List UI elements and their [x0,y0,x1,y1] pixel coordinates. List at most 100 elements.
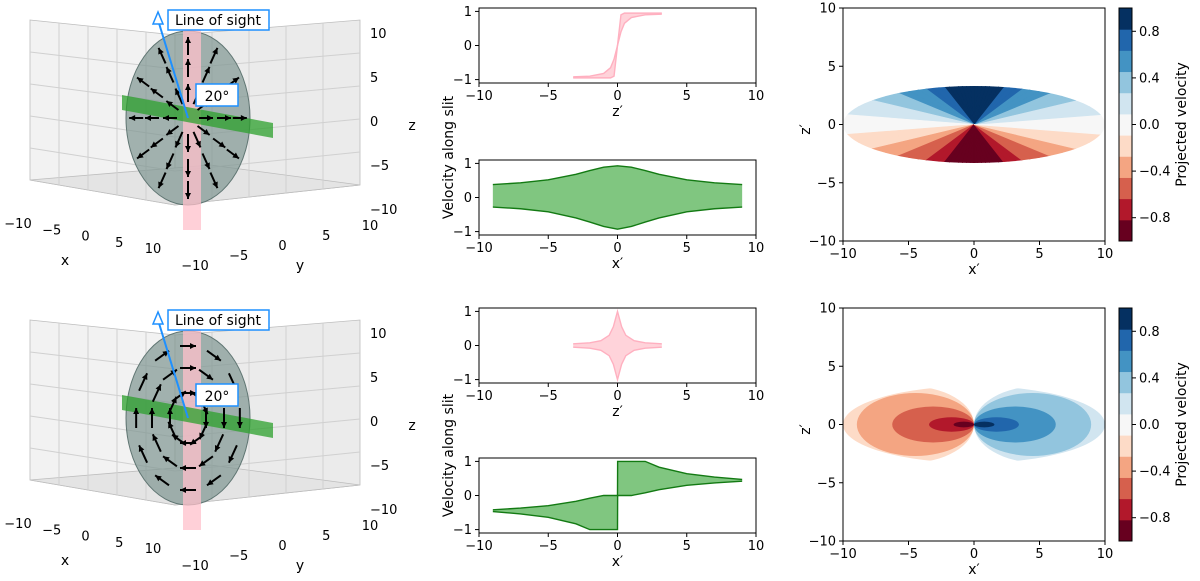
y-tick-label: −1 [453,73,472,88]
heat-wedge [973,124,1105,163]
vector-arrow-head [163,115,169,121]
colorbar-bin [1119,29,1132,51]
heat-wedge [973,124,1105,163]
vector-arrow-head [158,181,164,189]
colorbar-bin [1119,156,1132,178]
y-tick-label: 1 [464,455,472,470]
colorbar-bin [1119,392,1132,415]
colorbar-bin [1119,92,1132,115]
colorbar-label: Projected velocity [1174,362,1190,487]
x-tick-label: 0 [81,530,89,545]
y-axis-label: z′ [798,124,814,135]
y-tick-label: 5 [322,529,330,544]
x-tick-label: −10 [465,89,492,104]
x-tick-label: 5 [683,539,691,554]
z-tick-label: 0 [370,115,378,130]
x-tick-label: −10 [465,539,492,554]
vector-arrow-head [207,115,213,121]
y-axis-label: z′ [798,424,814,435]
x-tick-label: 10 [748,89,765,104]
y-tick-label: −1 [453,373,472,388]
heat-wedge [973,86,1105,125]
colorbar-bin [1119,456,1132,478]
vector-arrow-head [150,141,158,148]
x-tick-label: 0 [613,241,621,256]
heat-wedge [868,124,975,163]
vector-arrow-head [185,193,191,199]
x-axis-label: x′ [968,262,979,278]
slit-horizontal [122,395,273,438]
line-of-sight-arrowhead [151,310,165,325]
heat-wedge [881,124,975,163]
slit-horizontal [122,95,273,138]
x-tick-label: 10 [748,389,765,404]
y-tick-label: 5 [322,229,330,244]
vector-arrow-head [133,408,140,414]
slit-vertical [183,30,201,230]
x-tick-label: −10 [4,217,31,232]
vector-arrow-head [212,181,218,189]
y-tick-label: 0 [464,39,472,54]
heatmap-plot-top: −10 −5 0 5 10 10 5 0 −5 −10 x′ z′ 0.8 0.4 0.0 −0.4 −0.8 P… [798,2,1190,279]
colorbar-bin [1119,329,1132,351]
heat-wedge [843,124,975,163]
y-tick-label: 0 [278,539,286,554]
z-tick-label: −10 [370,503,397,518]
vector-arrow-head [240,115,247,121]
heat-wedge [973,124,1080,163]
y-tick-label: 10 [362,519,379,534]
z-tick-label: 5 [370,371,378,386]
y-tick-label: −10 [181,259,208,274]
vector-arrow-head [185,59,191,65]
vector-arrow-head [185,84,191,90]
x-tick-label: −10 [4,517,31,532]
y-tick-label: 5 [828,60,836,75]
vector-arrow-head [129,115,136,121]
area-fill [573,311,662,380]
y-axis-label: Velocity along slit [441,393,457,517]
x-tick-label: 5 [683,389,691,404]
x-tick-label: 10 [1097,247,1114,262]
area-fill [492,165,743,230]
x-axis-label: x′ [612,554,623,570]
y-tick-label: −5 [817,476,836,491]
colorbar-bin [1119,135,1132,157]
z-axis-label: z [408,418,415,434]
vector-arrow-head [225,115,231,121]
heatmap-field [843,386,1105,463]
x-tick-label: 10 [145,242,162,257]
vector-arrow-head [203,129,210,135]
colorbar-bin [1119,50,1132,73]
colorbar-bin [1119,219,1132,242]
vector-arrow-head [218,141,226,148]
three-d-panel-top: Line of sight 20° −10 −5 0 5 10 x −10 −5 0 5 10 y 10 5 0… [4,9,416,274]
colorbar: 0.8 0.4 0.0 −0.4 −0.8 Projected velocity [1118,7,1190,242]
x-tick-label: −5 [42,523,61,538]
heat-wedge [868,86,975,125]
y-tick-label: 10 [819,302,836,317]
z-tick-label: −5 [370,159,389,174]
heat-wedge [843,86,975,125]
slit-vertical [183,330,201,530]
colorbar-bin [1119,308,1132,330]
contour-negative [929,417,974,432]
x-axis-label: z′ [612,404,623,420]
area-lower-line [573,346,662,383]
y-tick-label: 0 [278,239,286,254]
colorbar-label: Projected velocity [1174,62,1190,187]
vector-arrow-head [199,460,206,467]
vector-arrow-head [212,47,218,55]
vector-arrow-head [195,140,201,148]
x-tick-label: −10 [829,247,856,262]
y-tick-label: −10 [809,235,836,250]
heat-wedge [855,124,975,163]
vector-arrow-head [190,343,196,349]
y-axis-label: y [296,558,304,574]
vector-arrow-head [185,171,191,177]
heat-wedge [843,86,975,125]
vector-arrow-head [190,365,196,371]
vector-arrow-head [206,479,214,486]
line-of-sight-label: Line of sight [175,13,262,29]
